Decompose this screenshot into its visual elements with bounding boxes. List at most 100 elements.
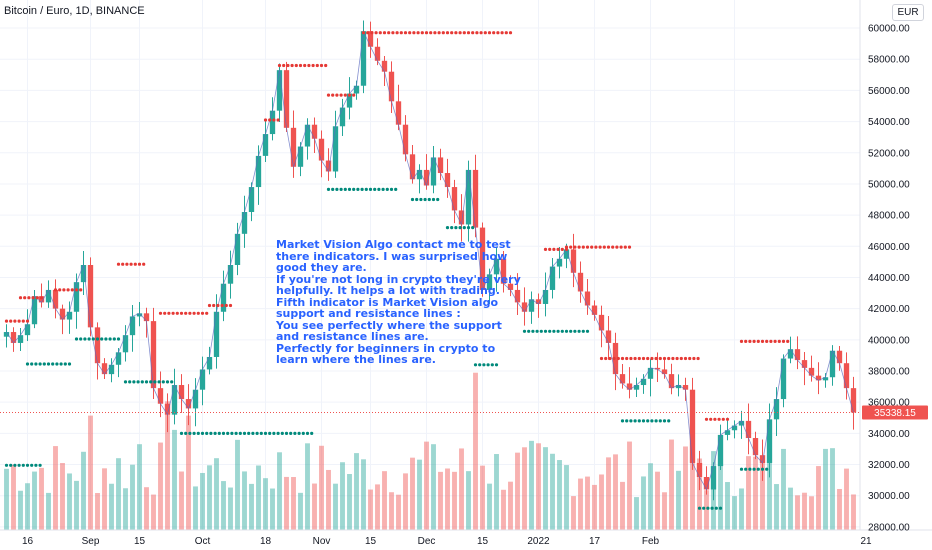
volume-bar (648, 463, 653, 530)
resistance-line-dot (615, 245, 619, 249)
resistance-line-dot (224, 303, 228, 308)
resistance-line-dot (277, 63, 282, 68)
candle (444, 158, 451, 198)
resistance-line-dot (633, 356, 637, 361)
candle-body (346, 93, 353, 108)
resistance-line-dot (282, 63, 286, 68)
volume-bar (543, 447, 548, 530)
volume-bar (459, 448, 464, 530)
support-line-dot (221, 431, 226, 435)
candle-body (80, 265, 87, 283)
candle-body (584, 291, 591, 306)
candle (577, 261, 584, 303)
resistance-line-dot (704, 417, 709, 421)
candle-body (3, 332, 10, 337)
candle (808, 355, 815, 382)
resistance-line-dot (671, 356, 675, 361)
volume-bar (18, 490, 23, 530)
candle (157, 371, 164, 418)
candle (500, 250, 507, 293)
volume-bar (144, 487, 149, 530)
support-line-dot (637, 419, 641, 423)
resistance-line-dot (748, 339, 752, 343)
support-line-dot (445, 226, 450, 230)
candle-body (17, 335, 24, 343)
volume-bar (732, 496, 737, 530)
candle-body (437, 157, 444, 174)
support-line-dot (569, 329, 573, 333)
volume-bar (319, 445, 324, 530)
resistance-line-dot (590, 245, 594, 249)
resistance-line-dot (298, 63, 303, 68)
volume-bar (438, 471, 443, 530)
volume-bar (795, 495, 800, 530)
candle-body (276, 70, 283, 111)
candle-body (752, 438, 759, 456)
candle (472, 154, 479, 238)
support-line-dot (116, 337, 121, 341)
volume-bar (676, 470, 681, 530)
support-line-dot (132, 380, 136, 384)
volume-bar (88, 415, 93, 530)
candle-body (521, 302, 528, 312)
candle (661, 357, 668, 379)
candle (437, 148, 444, 181)
volume-bar (284, 476, 289, 530)
candle (815, 362, 822, 395)
volume-bar (445, 468, 450, 530)
candle (626, 367, 633, 399)
resistance-line-dot (79, 288, 83, 292)
resistance-line-dot (319, 63, 324, 68)
support-line-dot (478, 363, 482, 367)
candle (395, 84, 402, 131)
resistance-line-dot (366, 31, 370, 35)
support-line-dot (458, 226, 462, 230)
resistance-line-dot (387, 31, 391, 35)
candle-body (171, 385, 178, 415)
volume-bar (60, 463, 65, 530)
resistance-line-dot (408, 31, 412, 35)
candle (773, 387, 780, 437)
candle (45, 280, 52, 308)
resistance-line-dot (620, 356, 625, 361)
support-line-dot (744, 467, 748, 471)
y-tick-label: 54000.00 (868, 117, 910, 128)
support-line-dot (17, 463, 21, 467)
support-line-dot (136, 380, 140, 384)
candle-body (822, 377, 829, 381)
support-line-dot (100, 337, 104, 341)
annotation-line: You see perfectly where the support (276, 318, 502, 332)
candle-body (374, 46, 381, 61)
support-line-dot (25, 463, 30, 467)
resistance-line-dot (228, 303, 233, 308)
candle-body (549, 266, 556, 290)
candle-body (269, 110, 276, 135)
resistance-line-dot (606, 245, 611, 249)
resistance-line (739, 339, 790, 343)
resistance-line-dot (773, 339, 777, 343)
support-line-dot (373, 187, 377, 191)
currency-button[interactable]: EUR (892, 4, 924, 21)
volume-bar (81, 451, 86, 530)
support-line-dot (427, 197, 431, 202)
candle-body (325, 160, 332, 172)
volume-bar (704, 490, 709, 530)
candle-body (598, 314, 605, 331)
volume-bar (501, 489, 506, 530)
candle (640, 374, 647, 394)
resistance-line-dot (303, 63, 307, 68)
resistance-line-dot (347, 93, 352, 97)
candle (206, 346, 213, 375)
support-line-dot (539, 329, 543, 333)
resistance-line-dot (696, 356, 700, 361)
support-line-dot (196, 431, 200, 435)
candle (10, 327, 17, 352)
candle (66, 301, 73, 334)
support-line-dot (34, 463, 38, 467)
support-line-dot (385, 187, 389, 191)
support-line-dot (230, 431, 234, 435)
support-line-dot (21, 463, 25, 467)
resistance-line-dot (324, 63, 328, 68)
candle-body (577, 272, 584, 292)
